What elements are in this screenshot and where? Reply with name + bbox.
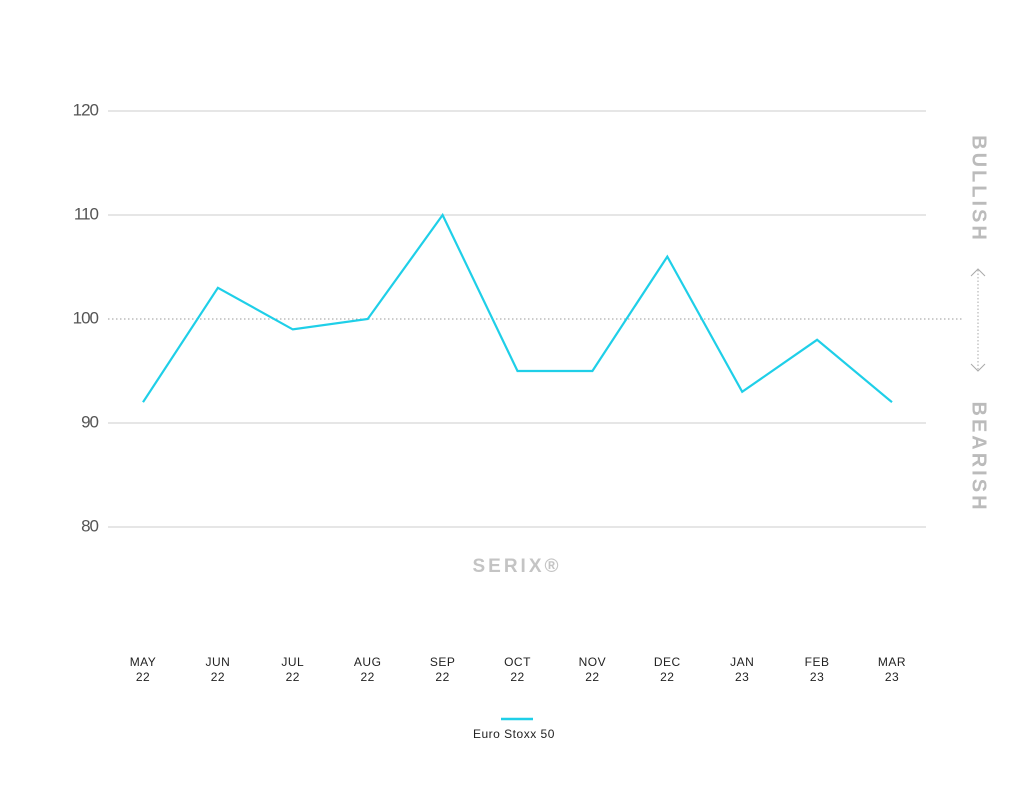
x-tick-label: NOV 22 (578, 655, 607, 684)
x-tick-label: SEP 22 (429, 655, 456, 684)
y-tick-label: 100 (73, 308, 99, 327)
x-tick-label: JUL 22 (281, 655, 305, 684)
bullish-label: BULLISH (968, 135, 990, 243)
bearish-label: BEARISH (968, 401, 990, 512)
x-tick-label: DEC 22 (653, 655, 681, 684)
y-tick-label: 120 (73, 100, 99, 119)
x-tick-label: FEB 23 (804, 655, 830, 684)
x-tick-label: JUN 22 (205, 655, 231, 684)
y-tick-label: 80 (81, 516, 98, 535)
sentiment-arrow (970, 268, 986, 372)
watermark: SERIX® (472, 556, 561, 577)
y-tick-label: 110 (74, 204, 99, 223)
x-tick-label: MAY 22 (129, 655, 157, 684)
legend-label: Euro Stoxx 50 (473, 727, 555, 741)
x-tick-label: JAN 23 (730, 655, 755, 684)
x-tick-label: AUG 22 (353, 655, 382, 684)
x-tick-label: MAR 23 (877, 655, 907, 684)
y-tick-label: 90 (81, 412, 98, 431)
x-tick-label: OCT 22 (504, 655, 531, 684)
data-line (142, 212, 893, 404)
